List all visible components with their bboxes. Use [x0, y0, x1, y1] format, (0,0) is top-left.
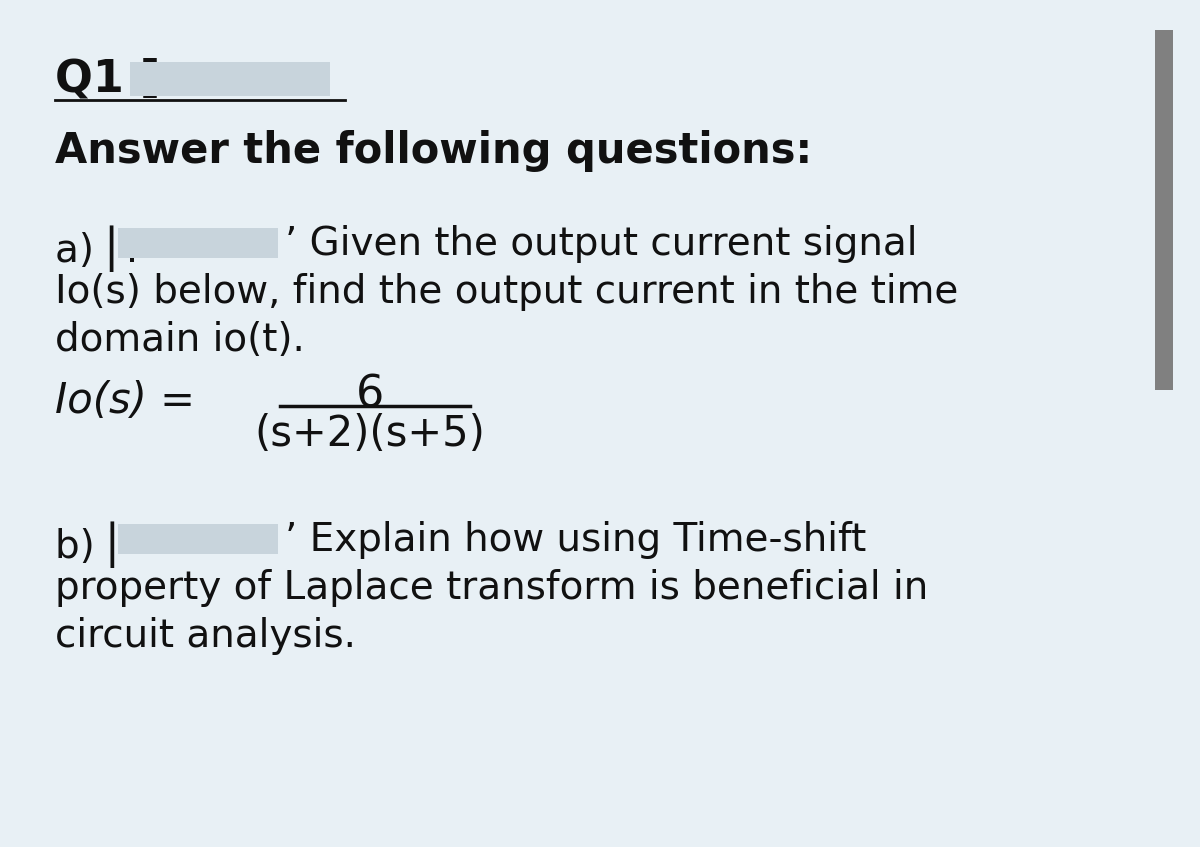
- Text: 6: 6: [356, 373, 384, 416]
- Text: a) ⎜.: a) ⎜.: [55, 225, 138, 272]
- Text: b) ⎜−: b) ⎜−: [55, 521, 160, 567]
- Text: Answer the following questions:: Answer the following questions:: [55, 130, 812, 172]
- FancyBboxPatch shape: [130, 62, 330, 96]
- FancyBboxPatch shape: [118, 524, 278, 554]
- FancyBboxPatch shape: [1154, 30, 1174, 390]
- Text: (s+2)(s+5): (s+2)(s+5): [254, 413, 486, 455]
- Text: domain io(t).: domain io(t).: [55, 321, 305, 359]
- Text: property of Laplace transform is beneficial in: property of Laplace transform is benefic…: [55, 569, 929, 607]
- Text: ’ Explain how using Time-shift: ’ Explain how using Time-shift: [286, 521, 866, 559]
- Text: Io(s) =: Io(s) =: [55, 380, 194, 422]
- Text: ’ Given the output current signal: ’ Given the output current signal: [286, 225, 918, 263]
- Text: Io(s) below, find the output current in the time: Io(s) below, find the output current in …: [55, 273, 959, 311]
- Text: circuit analysis.: circuit analysis.: [55, 617, 356, 655]
- FancyBboxPatch shape: [118, 228, 278, 258]
- Text: Q1 [: Q1 [: [55, 58, 160, 101]
